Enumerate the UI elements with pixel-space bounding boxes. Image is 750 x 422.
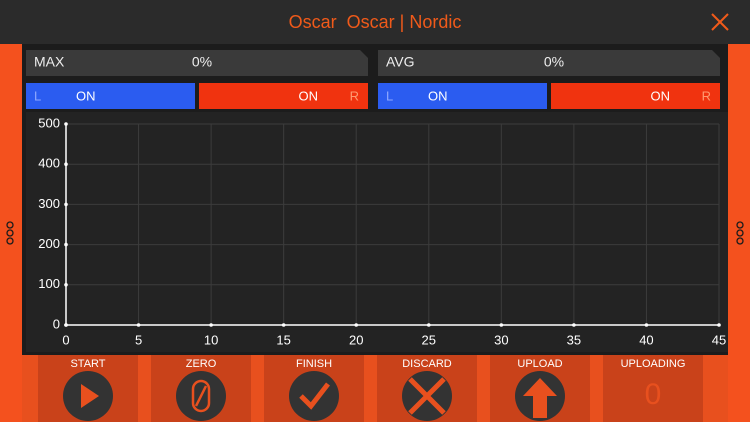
x-tick-label: 15 <box>276 332 290 347</box>
x-tick-label: 20 <box>349 332 363 347</box>
left-state: ON <box>428 88 448 103</box>
upload-count: 0 <box>645 378 662 411</box>
button-label: DISCARD <box>402 358 452 370</box>
right-toggle[interactable] <box>551 83 720 109</box>
y-tick-label: 300 <box>38 196 60 211</box>
left-side-label: L <box>386 88 393 103</box>
button-icon-bg <box>289 371 339 421</box>
button-label: UPLOADING <box>621 358 686 370</box>
y-tick-label: 0 <box>53 316 60 331</box>
right-toggle[interactable] <box>199 83 368 109</box>
toolbar-button[interactable]: UPLOAD <box>490 355 590 422</box>
right-side-label: R <box>702 88 711 103</box>
stat-bar <box>378 50 720 76</box>
x-tick-label: 40 <box>639 332 653 347</box>
button-label: START <box>70 358 105 370</box>
button-panel <box>603 355 703 422</box>
y-tick-label: 200 <box>38 236 60 251</box>
right-menu[interactable] <box>736 221 744 245</box>
toolbar-button[interactable]: START <box>38 355 138 422</box>
cross-icon <box>408 377 446 415</box>
left-toggle[interactable] <box>378 83 547 109</box>
left-toggle[interactable] <box>26 83 195 109</box>
y-tick-label: 400 <box>38 156 60 171</box>
toolbar-button[interactable]: ZERO <box>151 355 251 422</box>
button-label: UPLOAD <box>517 358 562 370</box>
stat-label: AVG <box>386 54 415 70</box>
y-tick-label: 100 <box>38 276 60 291</box>
upload-icon <box>523 378 557 418</box>
right-state: ON <box>299 88 319 103</box>
x-tick-label: 25 <box>422 332 436 347</box>
play-icon <box>81 384 99 408</box>
toolbar-button[interactable]: DISCARD <box>377 355 477 422</box>
y-tick-label: 500 <box>38 115 60 130</box>
zero-icon <box>191 379 211 413</box>
stat-bar <box>26 50 368 76</box>
header-title: Oscar Oscar | Nordic <box>289 12 462 32</box>
stat-label: MAX <box>34 54 65 70</box>
x-tick-label: 35 <box>567 332 581 347</box>
right-side-label: R <box>350 88 359 103</box>
zero-slash <box>194 385 208 407</box>
toolbar-button[interactable]: FINISH <box>264 355 364 422</box>
chart-area <box>26 112 728 352</box>
x-tick-label: 5 <box>135 332 142 347</box>
x-tick-label: 30 <box>494 332 508 347</box>
left-side-label: L <box>34 88 41 103</box>
toolbar-button: UPLOADING 0 <box>603 355 703 422</box>
right-state: ON <box>651 88 671 103</box>
stat-value: 0% <box>192 54 212 70</box>
button-label: ZERO <box>186 358 217 370</box>
left-state: ON <box>76 88 96 103</box>
stat-value: 0% <box>544 54 564 70</box>
button-label: FINISH <box>296 358 332 370</box>
left-menu[interactable] <box>6 221 14 245</box>
x-tick-label: 45 <box>712 332 726 347</box>
header-bar <box>0 0 750 44</box>
close-button[interactable] <box>711 13 729 31</box>
check-icon <box>299 382 330 410</box>
x-tick-label: 0 <box>62 332 69 347</box>
x-tick-label: 10 <box>204 332 218 347</box>
